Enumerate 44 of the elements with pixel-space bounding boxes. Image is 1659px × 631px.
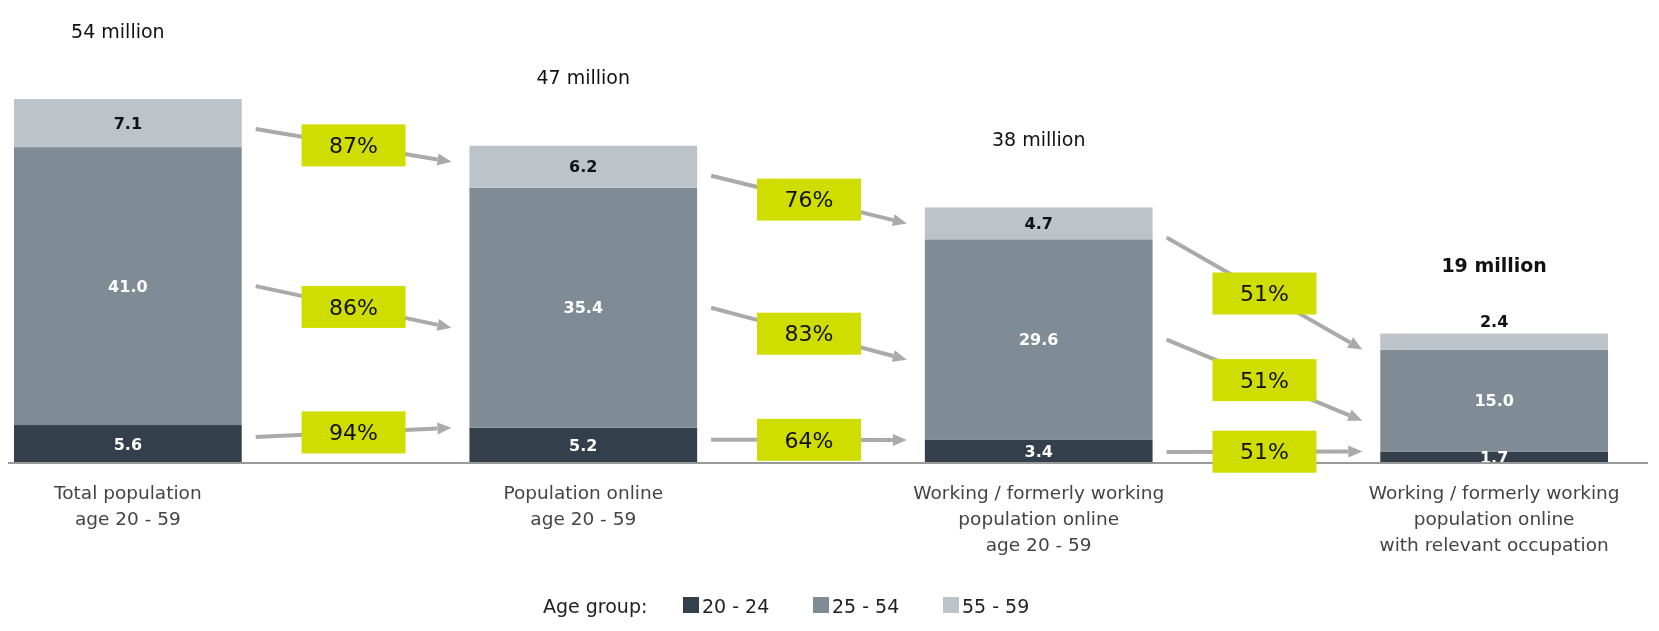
bar — [924, 439, 1153, 463]
data-label: 3.4 — [1024, 442, 1053, 462]
annotation: 51% — [1239, 281, 1289, 307]
x-tick-label: Population online age 20 - 59 — [503, 482, 664, 529]
data-label: 41.0 — [108, 276, 148, 296]
data-label: 29.6 — [1018, 330, 1059, 350]
data-label: 6.2 — [569, 157, 598, 177]
bar — [469, 145, 698, 188]
bar — [14, 425, 242, 463]
total-label: 19 million — [1441, 254, 1547, 277]
annotation: 83% — [784, 321, 834, 347]
bar — [469, 427, 698, 463]
data-label: 5.6 — [113, 434, 143, 454]
data-label: 4.7 — [1024, 213, 1053, 233]
annotation: 51% — [1239, 439, 1289, 465]
total-label: 38 million — [991, 128, 1086, 151]
data-label: 15.0 — [1474, 391, 1514, 411]
data-label: 7.1 — [113, 113, 143, 133]
annotation: 94% — [329, 420, 379, 446]
x-tick-label: Working / formerly working population online with relevant occupation — [1368, 482, 1620, 555]
bar — [1380, 451, 1608, 463]
data-label: 2.4 — [1479, 312, 1509, 332]
annotation: 86% — [329, 294, 379, 320]
annotation: 76% — [784, 187, 834, 213]
data-label: 35.4 — [563, 298, 604, 318]
total-label: 54 million — [71, 19, 165, 42]
bar — [469, 187, 698, 428]
annotation: 87% — [329, 133, 379, 159]
data-label: 5.2 — [569, 435, 598, 455]
bar — [1380, 333, 1608, 350]
legend-title: Age group: — [543, 595, 648, 617]
total-label: 47 million — [536, 66, 631, 89]
bar — [924, 207, 1153, 240]
annotation: 51% — [1239, 367, 1289, 393]
bar — [14, 99, 242, 148]
bar — [1380, 349, 1608, 452]
x-tick-label: Working / formerly working population online age 20 - 59 — [913, 482, 1165, 555]
legend-label: 55 - 59 — [962, 595, 1030, 617]
bar — [14, 147, 242, 426]
legend-label: 25 - 54 — [832, 595, 900, 617]
annotation: 64% — [784, 427, 834, 453]
x-tick-label: Total population age 20 - 59 — [53, 482, 202, 529]
bar — [924, 239, 1153, 440]
legend-label: 20 - 24 — [702, 595, 770, 617]
